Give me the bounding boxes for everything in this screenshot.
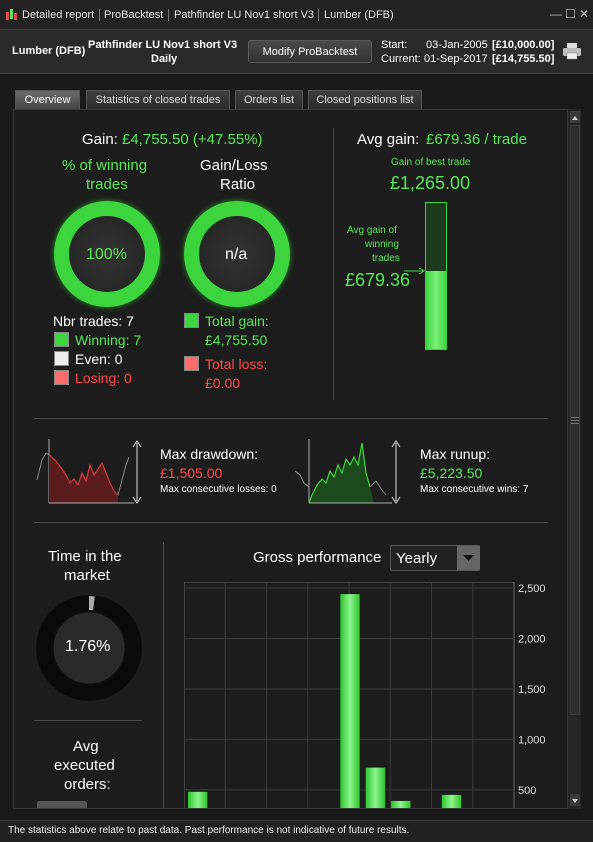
avg-executed-title-1: Avg — [73, 738, 99, 755]
period-select[interactable]: Yearly — [390, 545, 480, 571]
chart-bar — [188, 791, 208, 808]
instrument-name: Lumber (DFB) — [12, 45, 86, 57]
even-swatch — [54, 351, 69, 366]
gainloss-title-2: Ratio — [220, 176, 256, 193]
disclaimer-text: The statistics above relate to past data… — [8, 825, 410, 836]
chart-y-tick-label: 1,000 — [518, 734, 546, 746]
vertical-scrollbar[interactable] — [567, 109, 581, 809]
avg-winning-label-3: trades — [372, 253, 400, 264]
avg-gain-value: £679.36 / trade — [426, 131, 527, 148]
max-drawdown-value: £1,505.00 — [160, 465, 223, 481]
start-label: Start: — [381, 39, 408, 51]
app-chart-icon — [6, 9, 17, 20]
drawdown-sparkline — [36, 439, 142, 504]
timeframe: Daily — [151, 53, 178, 65]
period-select-value: Yearly — [396, 550, 438, 567]
current-capital: [£14,755.50] — [492, 53, 555, 65]
avg-gain-bar-fill — [426, 271, 446, 349]
avg-arrow-icon — [404, 267, 425, 275]
avg-executed-title-2: executed — [54, 757, 115, 774]
chart-plot-area — [184, 582, 515, 808]
title-strategy[interactable]: Pathfinder LU Nov1 short V3 — [174, 9, 315, 21]
tab-statistics-closed-trades[interactable]: Statistics of closed trades — [86, 90, 230, 109]
start-capital: [£10,000.00] — [492, 39, 555, 51]
title-instrument[interactable]: Lumber (DFB) — [324, 9, 394, 21]
time-in-market-ring — [36, 595, 142, 701]
gainloss-ring-center — [199, 216, 275, 292]
best-trade-value: £1,265.00 — [390, 173, 471, 193]
total-gain-value: £4,755.50 — [205, 332, 268, 348]
chart-bar — [441, 794, 462, 808]
chevron-down-icon[interactable] — [457, 546, 480, 570]
max-consec-losses: Max consecutive losses: 0 — [160, 484, 277, 495]
title-bar: Detailed report ProBacktest Pathfinder L… — [0, 0, 593, 30]
max-drawdown-label: Max drawdown: — [160, 446, 259, 462]
overview-panel: Gain: £4,755.50 (+47.55%) % of winning t… — [13, 109, 581, 809]
winning-title-2: trades — [86, 176, 128, 193]
current-label: Current: — [381, 53, 421, 65]
even-count: Even: 0 — [75, 351, 123, 367]
start-date: 03-Jan-2005 — [426, 39, 488, 51]
winning-count: Winning: 7 — [75, 332, 142, 348]
avg-winning-label-1: Avg gain of — [347, 225, 397, 236]
total-gain-label: Total gain: — [205, 313, 269, 329]
max-consec-wins: Max consecutive wins: 7 — [420, 484, 529, 495]
executed-orders-graphic — [37, 801, 87, 808]
title-probacktest[interactable]: ProBacktest — [104, 9, 164, 21]
max-runup-value: £5,223.50 — [420, 465, 483, 481]
maximize-icon[interactable]: ☐ — [565, 7, 576, 21]
chart-y-tick-label: 2,500 — [518, 583, 546, 595]
losing-count: Losing: 0 — [75, 370, 132, 386]
winning-ring-center — [69, 216, 145, 292]
avg-winning-value: £679.36 — [345, 270, 411, 290]
chart-bar — [365, 767, 386, 808]
chart-bar — [391, 800, 411, 808]
gain-value: £4,755.50 (+47.55%) — [122, 131, 263, 148]
close-icon[interactable]: ✕ — [579, 7, 590, 21]
footer-bar: The statistics above relate to past data… — [0, 820, 593, 842]
time-market-title-2: market — [64, 567, 110, 584]
chart-y-tick-label: 1,500 — [518, 684, 546, 696]
avg-gain-bar-track — [425, 202, 447, 350]
print-icon[interactable] — [562, 42, 582, 60]
gross-performance-chart: 500 1,000 1,500 2,000 2,500 — [184, 582, 546, 808]
report-header: Lumber (DFB) Pathfinder LU Nov1 short V3… — [0, 30, 593, 74]
winning-title-1: % of winning — [62, 157, 148, 174]
chart-y-tick-label: 2,000 — [518, 633, 546, 645]
time-market-title-1: Time in the — [48, 548, 122, 565]
strategy-name: Pathfinder LU Nov1 short V3 — [88, 39, 238, 51]
gainloss-title-1: Gain/Loss — [200, 157, 268, 174]
total-loss-label: Total loss: — [205, 356, 268, 372]
max-runup-label: Max runup: — [420, 446, 491, 462]
total-gain-swatch — [184, 313, 199, 328]
winning-swatch — [54, 332, 69, 347]
best-trade-label: Gain of best trade — [391, 157, 471, 168]
gain-label: Gain: — [82, 131, 118, 148]
runup-sparkline — [294, 439, 401, 504]
gainloss-value: n/a — [225, 246, 248, 263]
minimize-icon[interactable]: — — [550, 7, 562, 21]
chart-bar — [340, 594, 360, 808]
total-loss-swatch — [184, 356, 199, 371]
losing-swatch — [54, 370, 69, 385]
avg-executed-title-3: orders: — [64, 776, 111, 793]
scroll-down-icon[interactable] — [570, 794, 580, 806]
modify-probacktest-button[interactable]: Modify ProBacktest — [248, 40, 372, 63]
winning-pct: 100% — [86, 246, 127, 263]
current-date: 01-Sep-2017 — [424, 53, 488, 65]
tab-overview[interactable]: Overview — [15, 90, 80, 109]
tab-orders-list[interactable]: Orders list — [235, 90, 303, 109]
scroll-up-icon[interactable] — [570, 111, 580, 123]
tab-closed-positions-list[interactable]: Closed positions list — [308, 90, 422, 109]
time-market-value: 1.76% — [65, 638, 111, 655]
avg-gain-label: Avg gain: — [357, 131, 420, 148]
nbr-trades: Nbr trades: 7 — [53, 313, 134, 329]
chart-y-tick-label: 500 — [518, 785, 536, 797]
title-detailed-report[interactable]: Detailed report — [22, 9, 95, 21]
total-loss-value: £0.00 — [205, 375, 241, 391]
gross-perf-label: Gross performance — [253, 549, 382, 566]
avg-winning-label-2: winning — [365, 239, 399, 250]
